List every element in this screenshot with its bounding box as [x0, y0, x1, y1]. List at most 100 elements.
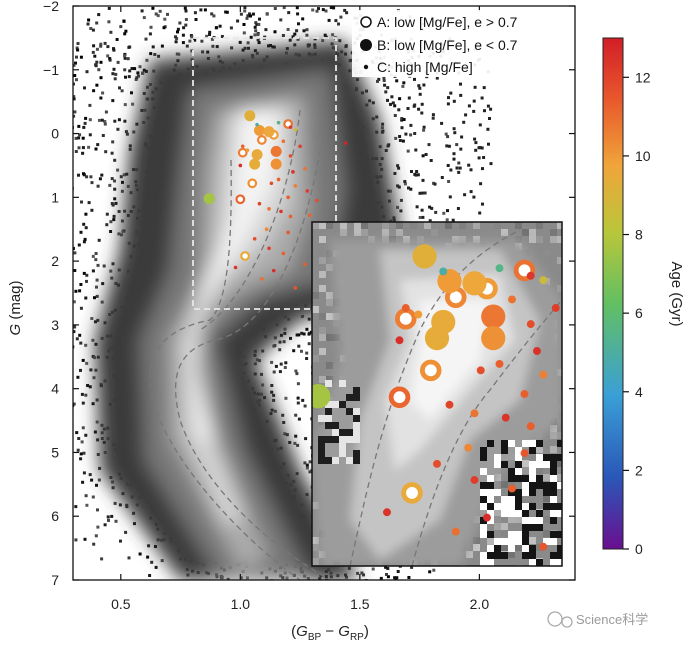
data-point-c — [293, 127, 298, 132]
y-tick-label: −1 — [43, 62, 59, 78]
y-tick-label: 6 — [51, 508, 59, 524]
data-point-c — [577, 420, 585, 428]
data-point-b — [412, 244, 437, 269]
y-tick-label: 2 — [51, 253, 59, 269]
data-point-c — [483, 513, 491, 522]
data-point-c — [526, 320, 535, 329]
data-point-c — [288, 125, 293, 129]
watermark-icon — [547, 611, 573, 628]
data-point-c — [551, 304, 560, 312]
data-point-c — [276, 120, 281, 125]
colorbar-label: Age (Gyr) — [668, 261, 685, 326]
data-point-a — [256, 135, 267, 145]
data-point-c — [281, 251, 286, 256]
data-point-a — [247, 178, 258, 189]
data-point-b — [203, 193, 215, 205]
data-point-c — [305, 189, 310, 193]
data-point-c — [451, 527, 460, 536]
data-point-c — [526, 271, 535, 280]
data-point-c — [343, 141, 348, 145]
data-point-c — [414, 310, 423, 319]
data-point-b — [481, 304, 506, 329]
data-point-a — [419, 359, 442, 382]
data-point-b — [244, 110, 256, 122]
data-point-b — [249, 158, 261, 170]
data-point-c — [240, 144, 245, 149]
data-point-a — [388, 386, 411, 409]
data-point-c — [445, 400, 454, 409]
plot-frame — [72, 5, 576, 581]
data-point-b — [462, 271, 487, 296]
data-point-c — [476, 366, 485, 375]
data-point-b — [481, 326, 506, 351]
colorbar-tick-label: 6 — [635, 305, 643, 321]
watermark-text: Science科学 — [576, 612, 648, 627]
y-tick-label: −2 — [43, 0, 59, 14]
x-tick-label: 1.0 — [231, 596, 251, 612]
data-point-c — [288, 214, 293, 219]
data-point-c — [395, 336, 404, 345]
data-point-c — [501, 413, 510, 422]
data-point-c — [307, 213, 312, 217]
data-point-c — [291, 170, 295, 174]
data-point-c — [267, 246, 271, 251]
data-point-c — [533, 347, 541, 355]
data-point-c — [495, 264, 504, 273]
data-point-c — [252, 236, 257, 241]
data-point-b — [253, 124, 265, 136]
legend-item-c: C: high [Mg/Fe] — [363, 59, 473, 75]
colorbar-tick-label: 4 — [635, 384, 643, 400]
colorbar-gradient — [602, 37, 624, 550]
data-point-c — [279, 209, 283, 214]
data-point-c — [286, 230, 290, 235]
y-tick-label: 4 — [51, 381, 59, 397]
legend-filled-circle-marker — [360, 39, 372, 51]
data-point-c — [298, 144, 302, 149]
y-tick-label: 3 — [51, 317, 59, 333]
y-axis-label: G (mag) — [7, 280, 24, 335]
data-point-c — [267, 207, 271, 211]
data-point-c — [315, 198, 319, 203]
data-point-c — [238, 163, 243, 168]
colorbar-tick-label: 10 — [635, 148, 651, 164]
data-point-c — [470, 476, 479, 484]
colorbar-tick-label: 0 — [635, 541, 643, 557]
data-point-b — [270, 145, 282, 157]
colorbar-tick-label: 8 — [635, 227, 643, 243]
data-point-c — [255, 122, 259, 127]
data-point-c — [257, 201, 262, 206]
data-point-c — [433, 459, 441, 468]
x-tick-label: 1.5 — [350, 596, 370, 612]
data-point-a — [401, 482, 423, 504]
data-point-c — [526, 422, 535, 431]
data-point-c — [281, 139, 286, 144]
watermark: Science科学 — [547, 611, 648, 628]
x-tick-label: 0.5 — [111, 596, 131, 612]
data-point-c — [260, 277, 264, 281]
data-point-c — [520, 390, 529, 398]
data-point-c — [508, 484, 516, 493]
data-point-c — [288, 154, 293, 158]
legend-item-a: A: low [Mg/Fe], e > 0.7 — [360, 14, 518, 30]
legend-small-dot-marker — [363, 64, 369, 70]
data-point-b — [251, 149, 263, 161]
data-point-b — [424, 326, 450, 351]
data-point-c — [520, 449, 529, 458]
colorbar-tick-label: 12 — [635, 69, 651, 85]
legend-item-b: B: low [Mg/Fe], e < 0.7 — [360, 37, 518, 53]
data-point-c — [539, 370, 548, 379]
data-point-c — [303, 262, 307, 267]
x-axis-label: (GBP − GRP) — [291, 623, 369, 643]
y-tick-label: 5 — [51, 444, 59, 460]
data-point-c — [383, 508, 391, 517]
legend: A: low [Mg/Fe], e > 0.7 B: low [Mg/Fe], … — [352, 10, 562, 77]
data-point-c — [596, 395, 604, 403]
data-point-b — [312, 384, 331, 409]
x-tick-label: 2.0 — [470, 596, 490, 612]
y-tick-label: 1 — [51, 189, 59, 205]
data-point-c — [508, 295, 516, 304]
data-point-c — [233, 265, 238, 270]
y-tick-label: 7 — [51, 572, 59, 588]
legend-text-b: B: low [Mg/Fe], e < 0.7 — [377, 37, 518, 53]
